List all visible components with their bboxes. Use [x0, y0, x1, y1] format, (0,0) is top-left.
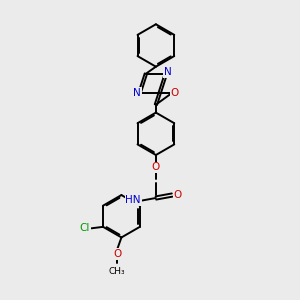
Text: HN: HN [125, 195, 141, 205]
Text: N: N [134, 88, 141, 98]
Text: O: O [170, 88, 178, 98]
Text: O: O [152, 162, 160, 172]
Text: N: N [164, 67, 171, 77]
Text: O: O [113, 249, 121, 259]
Text: CH₃: CH₃ [109, 268, 125, 277]
Text: O: O [173, 190, 181, 200]
Text: Cl: Cl [80, 223, 90, 233]
